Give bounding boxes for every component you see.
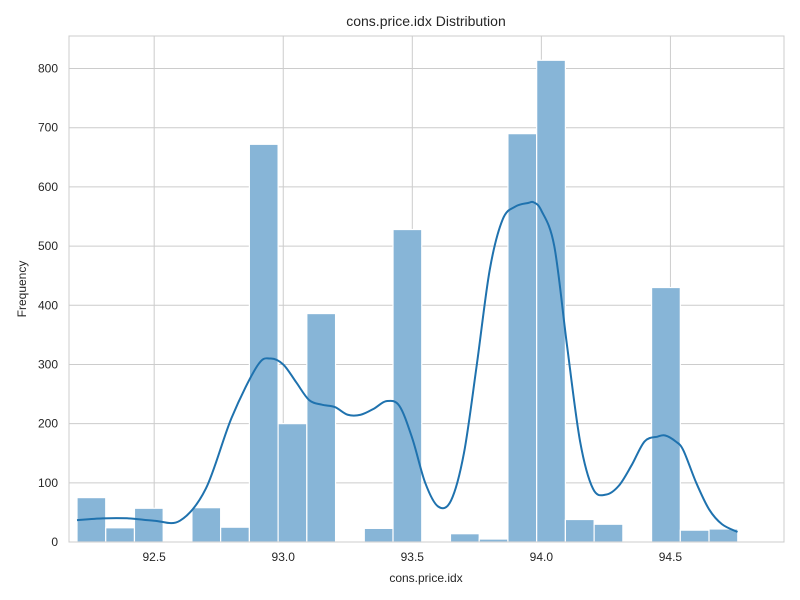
y-tick-label: 500 <box>38 239 58 253</box>
y-tick-label: 200 <box>38 417 58 431</box>
x-tick-label: 93.5 <box>401 550 425 564</box>
y-tick-label: 0 <box>51 535 58 549</box>
kde-group <box>76 200 738 533</box>
histogram-bar <box>306 312 337 543</box>
axes-frame <box>68 35 785 543</box>
x-tick-label: 94.5 <box>659 550 683 564</box>
y-tick-label: 300 <box>38 357 58 371</box>
histogram-bar <box>191 507 222 543</box>
x-tick-label: 94.0 <box>530 550 554 564</box>
y-tick-labels: 0 100 200 300 400 500 600 700 800 <box>38 62 58 549</box>
histogram-bar <box>536 59 566 543</box>
y-tick-label: 600 <box>38 180 58 194</box>
x-axis-label: cons.price.idx <box>389 571 462 585</box>
histogram-bar <box>133 507 164 543</box>
histogram-bar <box>564 518 595 543</box>
y-tick-label: 700 <box>38 121 58 135</box>
x-tick-labels: 92.5 93.0 93.5 94.0 94.5 <box>143 550 683 564</box>
histogram-bar <box>363 527 394 543</box>
histogram-bar <box>679 529 710 543</box>
x-tick-label: 93.0 <box>272 550 296 564</box>
chart-title: cons.price.idx Distribution <box>346 13 506 29</box>
y-tick-label: 100 <box>38 476 58 490</box>
histogram-bar <box>449 533 480 543</box>
axes-border <box>68 35 785 543</box>
histogram-bar <box>277 423 308 543</box>
y-axis-label: Frequency <box>15 261 29 318</box>
histogram-bar <box>105 527 136 543</box>
y-tick-label: 800 <box>38 62 58 76</box>
histogram-bar <box>248 143 279 543</box>
histogram-bar <box>593 523 624 543</box>
y-tick-label: 400 <box>38 298 58 312</box>
histogram-bar <box>392 228 423 543</box>
histogram-bar <box>650 286 681 543</box>
x-tick-label: 92.5 <box>143 550 167 564</box>
histogram-bar <box>220 526 250 543</box>
kde-line <box>76 200 738 533</box>
histogram-bar <box>507 133 538 543</box>
